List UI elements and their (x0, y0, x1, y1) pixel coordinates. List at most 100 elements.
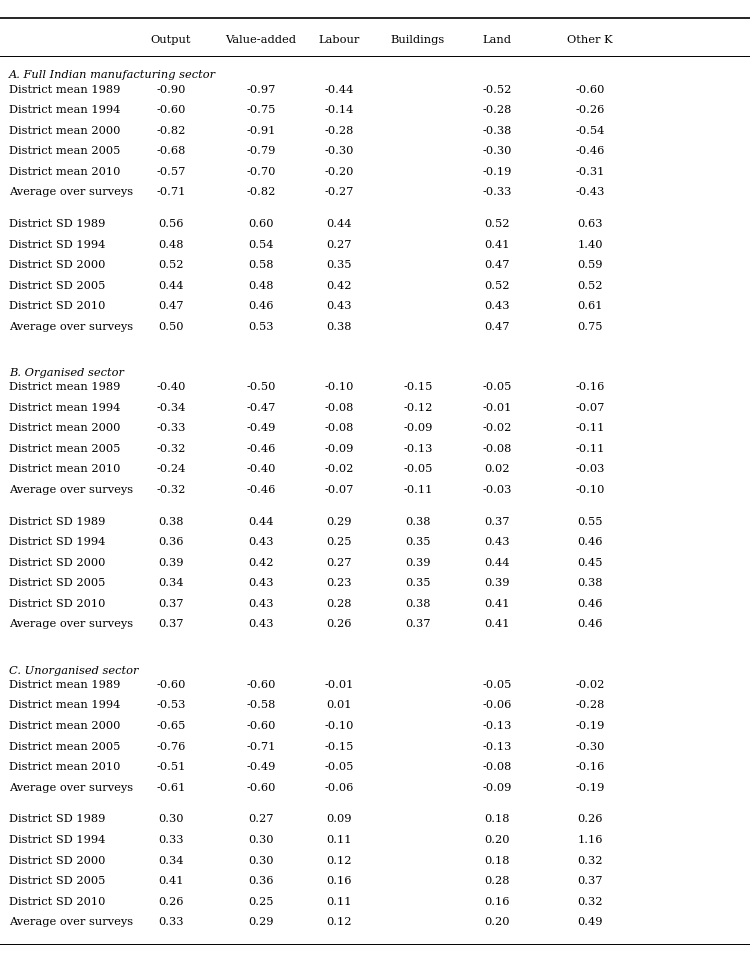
Text: 0.75: 0.75 (578, 321, 603, 332)
Text: 0.46: 0.46 (578, 598, 603, 608)
Text: -0.60: -0.60 (246, 781, 276, 792)
Text: 0.43: 0.43 (248, 578, 274, 588)
Text: -0.31: -0.31 (575, 167, 605, 176)
Text: -0.54: -0.54 (575, 126, 605, 135)
Text: -0.33: -0.33 (156, 423, 186, 433)
Text: -0.38: -0.38 (482, 126, 512, 135)
Text: -0.52: -0.52 (482, 85, 512, 94)
Text: -0.79: -0.79 (246, 146, 276, 156)
Text: Other K: Other K (568, 35, 613, 45)
Text: 0.44: 0.44 (484, 558, 510, 567)
Text: 0.27: 0.27 (326, 558, 352, 567)
Text: 0.50: 0.50 (158, 321, 184, 332)
Text: District SD 1989: District SD 1989 (9, 219, 105, 229)
Text: -0.11: -0.11 (575, 423, 605, 433)
Text: 0.37: 0.37 (158, 618, 184, 629)
Text: -0.16: -0.16 (575, 761, 605, 771)
Text: -0.02: -0.02 (482, 423, 512, 433)
Text: 0.38: 0.38 (158, 517, 184, 526)
Text: District SD 2005: District SD 2005 (9, 578, 105, 588)
Text: 0.44: 0.44 (158, 280, 184, 291)
Text: -0.30: -0.30 (482, 146, 512, 156)
Text: -0.60: -0.60 (246, 679, 276, 689)
Text: District SD 1994: District SD 1994 (9, 537, 105, 547)
Text: 0.34: 0.34 (158, 855, 184, 864)
Text: -0.05: -0.05 (324, 761, 354, 771)
Text: -0.06: -0.06 (482, 700, 512, 710)
Text: -0.60: -0.60 (156, 105, 186, 115)
Text: -0.30: -0.30 (324, 146, 354, 156)
Text: 0.63: 0.63 (578, 219, 603, 229)
Text: District SD 2010: District SD 2010 (9, 896, 105, 905)
Text: 0.41: 0.41 (484, 618, 510, 629)
Text: District mean 2000: District mean 2000 (9, 126, 120, 135)
Text: Land: Land (483, 35, 512, 45)
Text: 0.46: 0.46 (248, 301, 274, 311)
Text: -0.15: -0.15 (324, 740, 354, 751)
Text: 0.35: 0.35 (405, 537, 430, 547)
Text: 0.46: 0.46 (578, 537, 603, 547)
Text: District SD 2000: District SD 2000 (9, 855, 105, 864)
Text: Average over surveys: Average over surveys (9, 321, 134, 332)
Text: -0.49: -0.49 (246, 761, 276, 771)
Text: -0.07: -0.07 (324, 484, 354, 495)
Text: 0.43: 0.43 (248, 537, 274, 547)
Text: Average over surveys: Average over surveys (9, 916, 134, 926)
Text: 0.02: 0.02 (484, 464, 510, 474)
Text: 0.38: 0.38 (326, 321, 352, 332)
Text: -0.46: -0.46 (246, 484, 276, 495)
Text: 0.45: 0.45 (578, 558, 603, 567)
Text: -0.02: -0.02 (324, 464, 354, 474)
Text: 0.55: 0.55 (578, 517, 603, 526)
Text: -0.71: -0.71 (156, 187, 186, 197)
Text: 0.29: 0.29 (248, 916, 274, 926)
Text: 0.44: 0.44 (248, 517, 274, 526)
Text: -0.43: -0.43 (575, 187, 605, 197)
Text: 0.16: 0.16 (326, 875, 352, 885)
Text: -0.30: -0.30 (575, 740, 605, 751)
Text: Average over surveys: Average over surveys (9, 781, 134, 792)
Text: 0.34: 0.34 (158, 578, 184, 588)
Text: 0.33: 0.33 (158, 834, 184, 844)
Text: B. Organised sector: B. Organised sector (9, 368, 124, 377)
Text: -0.03: -0.03 (482, 484, 512, 495)
Text: 0.61: 0.61 (578, 301, 603, 311)
Text: -0.28: -0.28 (482, 105, 512, 115)
Text: 0.52: 0.52 (158, 260, 184, 270)
Text: District mean 2005: District mean 2005 (9, 740, 120, 751)
Text: -0.05: -0.05 (482, 679, 512, 689)
Text: -0.68: -0.68 (156, 146, 186, 156)
Text: 0.47: 0.47 (158, 301, 184, 311)
Text: -0.13: -0.13 (403, 443, 433, 454)
Text: 0.26: 0.26 (326, 618, 352, 629)
Text: Output: Output (151, 35, 191, 45)
Text: 0.29: 0.29 (326, 517, 352, 526)
Text: 0.39: 0.39 (484, 578, 510, 588)
Text: -0.70: -0.70 (246, 167, 276, 176)
Text: 0.18: 0.18 (484, 814, 510, 823)
Text: -0.60: -0.60 (246, 720, 276, 730)
Text: -0.60: -0.60 (575, 85, 605, 94)
Text: C. Unorganised sector: C. Unorganised sector (9, 665, 139, 675)
Text: -0.02: -0.02 (575, 679, 605, 689)
Text: 0.11: 0.11 (326, 834, 352, 844)
Text: 0.12: 0.12 (326, 916, 352, 926)
Text: -0.32: -0.32 (156, 484, 186, 495)
Text: 0.42: 0.42 (326, 280, 352, 291)
Text: -0.28: -0.28 (575, 700, 605, 710)
Text: -0.40: -0.40 (156, 382, 186, 392)
Text: 0.52: 0.52 (484, 219, 510, 229)
Text: District mean 2000: District mean 2000 (9, 423, 120, 433)
Text: 0.43: 0.43 (326, 301, 352, 311)
Text: District SD 2010: District SD 2010 (9, 301, 105, 311)
Text: 0.30: 0.30 (158, 814, 184, 823)
Text: 0.25: 0.25 (326, 537, 352, 547)
Text: -0.90: -0.90 (156, 85, 186, 94)
Text: -0.09: -0.09 (403, 423, 433, 433)
Text: 1.16: 1.16 (578, 834, 603, 844)
Text: District SD 1994: District SD 1994 (9, 239, 105, 250)
Text: -0.13: -0.13 (482, 740, 512, 751)
Text: -0.61: -0.61 (156, 781, 186, 792)
Text: 0.30: 0.30 (248, 834, 274, 844)
Text: 0.47: 0.47 (484, 260, 510, 270)
